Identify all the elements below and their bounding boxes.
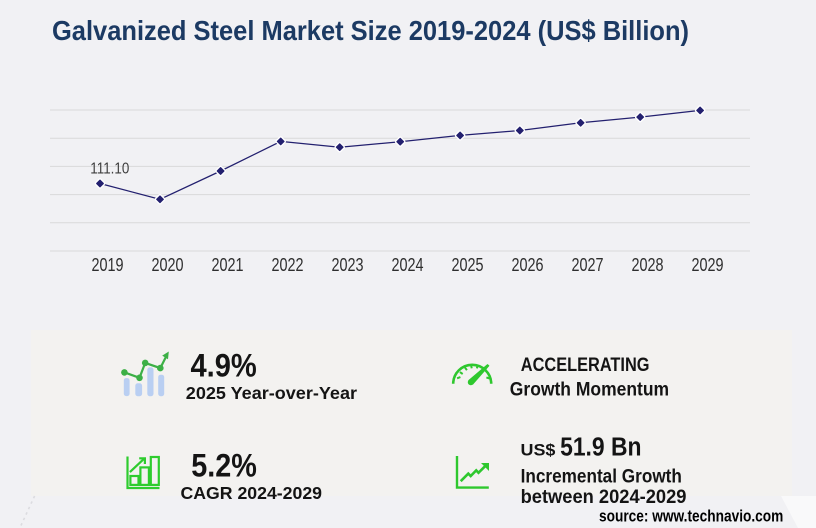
svg-text:between 2024-2029: between 2024-2029 (521, 487, 687, 508)
svg-text:2025: 2025 (452, 255, 484, 275)
svg-text:111.10: 111.10 (90, 160, 129, 177)
svg-text:2022: 2022 (272, 255, 304, 275)
svg-text:2024: 2024 (392, 255, 424, 275)
svg-text:2019: 2019 (92, 255, 124, 275)
svg-text:2021: 2021 (212, 255, 244, 275)
svg-text:US$: US$ (521, 441, 556, 460)
svg-text:2023: 2023 (332, 255, 364, 275)
svg-text:Incremental Growth: Incremental Growth (521, 466, 682, 487)
svg-text:2028: 2028 (632, 255, 664, 275)
svg-text:2026: 2026 (512, 255, 544, 275)
svg-text:2027: 2027 (572, 255, 604, 275)
svg-text:Growth Momentum: Growth Momentum (510, 379, 669, 400)
svg-text:ACCELERATING: ACCELERATING (521, 355, 650, 376)
svg-text:2025 Year-over-Year: 2025 Year-over-Year (186, 383, 357, 403)
svg-text:Galvanized Steel Market Size 2: Galvanized Steel Market Size 2019-2024 (… (52, 15, 689, 46)
svg-text:2020: 2020 (152, 255, 184, 275)
svg-text:2029: 2029 (692, 255, 724, 275)
svg-text:source: www.technavio.com: source: www.technavio.com (599, 507, 783, 526)
svg-text:CAGR 2024-2029: CAGR 2024-2029 (181, 483, 323, 503)
svg-text:5.2%: 5.2% (191, 447, 257, 483)
svg-text:51.9 Bn: 51.9 Bn (560, 434, 641, 462)
svg-text:4.9%: 4.9% (191, 347, 257, 383)
